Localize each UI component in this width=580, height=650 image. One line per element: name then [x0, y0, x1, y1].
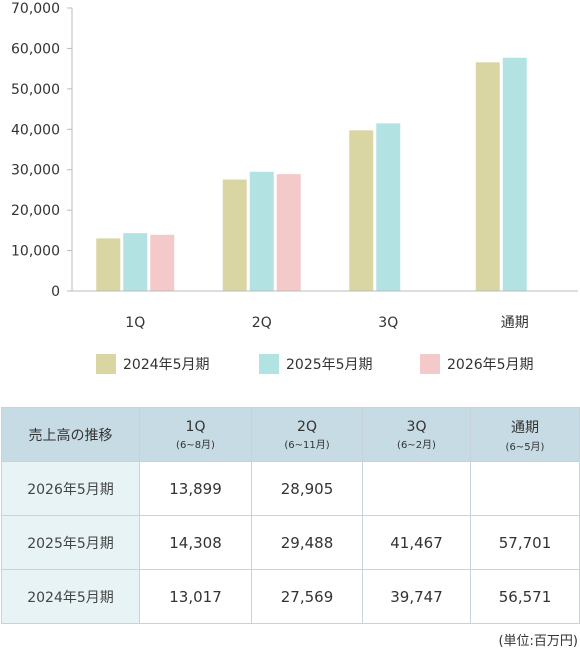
y-tick-label: 40,000: [11, 122, 60, 138]
y-tick-label: 20,000: [11, 203, 60, 219]
header-2q: 2Q (6~11月): [251, 407, 363, 462]
header-full-year-period: (6~5月): [505, 441, 545, 453]
x-tick-label: 通期: [501, 315, 529, 331]
bar: [502, 57, 527, 291]
table-cell: [470, 461, 580, 516]
row-label: 2025年5月期: [1, 515, 140, 570]
table-cell: 13,017: [139, 569, 252, 624]
header-3q: 3Q (6~2月): [362, 407, 471, 462]
bar: [249, 171, 274, 291]
y-tick-label: 50,000: [11, 82, 60, 98]
bar: [276, 174, 301, 291]
legend-item-2026: 2026年5月期: [420, 350, 534, 378]
bar: [376, 123, 401, 291]
header-1q-period: (6~8月): [176, 439, 215, 451]
unit-note: (単位:百万円): [498, 634, 578, 649]
table-cell: 14,308: [139, 515, 252, 570]
bar: [222, 179, 247, 291]
y-tick-label: 60,000: [11, 41, 60, 57]
y-tick-label: 0: [51, 284, 60, 300]
legend-label-2024: 2024年5月期: [123, 357, 210, 373]
row-label: 2024年5月期: [1, 569, 140, 624]
table-cell: 41,467: [362, 515, 471, 570]
legend-item-2025: 2025年5月期: [259, 350, 373, 378]
table-header-row: 売上高の推移 1Q (6~8月) 2Q (6~11月) 3Q (6~2月) 通期…: [1, 407, 580, 462]
legend-label-2026: 2026年5月期: [447, 357, 534, 373]
y-tick-label: 10,000: [11, 244, 60, 260]
table-cell: 39,747: [362, 569, 471, 624]
table-cell: [362, 461, 471, 516]
y-tick-label: 30,000: [11, 163, 60, 179]
table-cell: 28,905: [251, 461, 363, 516]
chart-legend: 2024年5月期 2025年5月期 2026年5月期: [0, 350, 580, 378]
legend-swatch-2026: [420, 354, 440, 374]
header-1q-label: 1Q: [185, 418, 206, 435]
sales-table: 売上高の推移 1Q (6~8月) 2Q (6~11月) 3Q (6~2月) 通期…: [1, 407, 580, 624]
x-tick-label: 2Q: [252, 315, 272, 331]
table-row: 2026年5月期 13,899 28,905: [1, 461, 580, 516]
y-tick-label: 70,000: [11, 1, 60, 17]
bar: [349, 130, 374, 291]
bar: [475, 62, 500, 291]
legend-item-2024: 2024年5月期: [96, 350, 210, 378]
header-1q: 1Q (6~8月): [139, 407, 252, 462]
row-label: 2026年5月期: [1, 461, 140, 516]
header-2q-period: (6~11月): [284, 439, 330, 451]
header-2q-label: 2Q: [297, 418, 317, 435]
table-row: 2025年5月期 14,308 29,488 41,467 57,701: [1, 515, 580, 570]
legend-label-2025: 2025年5月期: [286, 357, 373, 373]
legend-swatch-2025: [259, 354, 279, 374]
table-cell: 13,899: [139, 461, 252, 516]
x-tick-label: 3Q: [378, 315, 398, 331]
header-full-year-label: 通期: [511, 419, 539, 436]
header-3q-period: (6~2月): [397, 439, 436, 451]
header-full-year: 通期 (6~5月): [470, 407, 580, 462]
table-cell: 29,488: [251, 515, 363, 570]
table-cell: 56,571: [470, 569, 580, 624]
bar: [96, 238, 121, 291]
bar: [150, 234, 175, 291]
table-corner-label: 売上高の推移: [1, 407, 140, 462]
x-tick-label: 1Q: [125, 315, 145, 331]
table-cell: 57,701: [470, 515, 580, 570]
legend-swatch-2024: [96, 354, 116, 374]
table-row: 2024年5月期 13,017 27,569 39,747 56,571: [1, 569, 580, 624]
bar-chart: 0 10,000 20,000 30,000 40,000 50,000 60,000 70,…: [11, 1, 578, 331]
bar: [123, 233, 148, 291]
table-cell: 27,569: [251, 569, 363, 624]
header-3q-label: 3Q: [406, 418, 427, 435]
